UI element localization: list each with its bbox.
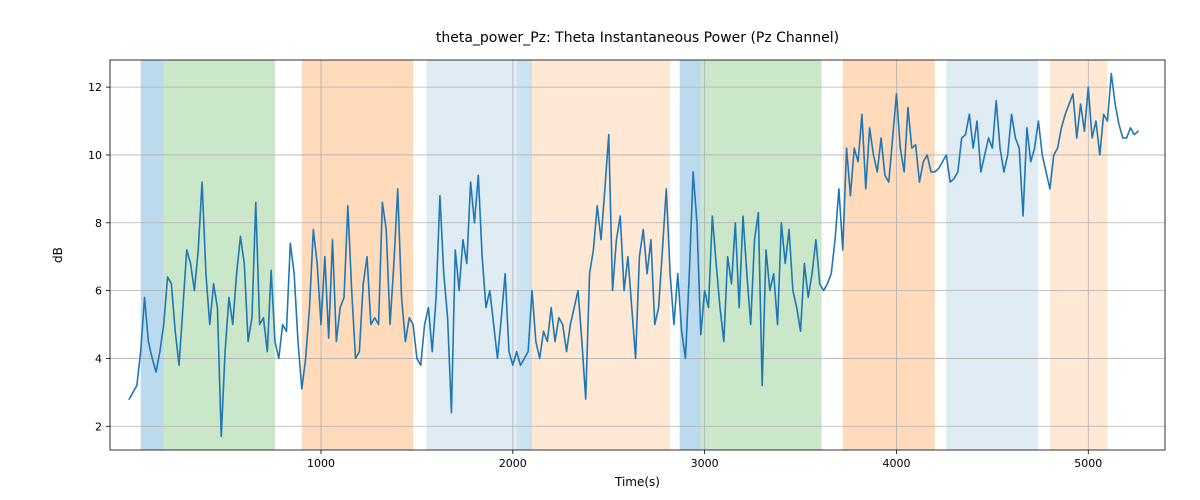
band	[302, 60, 413, 450]
y-tick-label: 6	[95, 285, 102, 298]
line-chart: 1000 2000 3000 4000 5000 2 4 6 8 10 12 theta_powe…	[0, 0, 1200, 500]
x-tick-label: 1000	[307, 457, 335, 470]
chart-title: theta_power_Pz: Theta Instantaneous Powe…	[436, 30, 839, 46]
x-axis-label: Time(s)	[614, 475, 660, 489]
band	[517, 60, 532, 450]
band	[843, 60, 935, 450]
band	[946, 60, 1038, 450]
y-ticks: 2 4 6 8 10 12	[88, 81, 110, 433]
x-tick-label: 4000	[882, 457, 910, 470]
y-tick-label: 2	[95, 420, 102, 433]
y-tick-label: 4	[95, 352, 102, 365]
band	[427, 60, 517, 450]
band	[141, 60, 164, 450]
y-tick-label: 10	[88, 149, 102, 162]
band	[701, 60, 822, 450]
x-ticks: 1000 2000 3000 4000 5000	[307, 450, 1102, 470]
x-tick-label: 2000	[499, 457, 527, 470]
y-tick-label: 12	[88, 81, 102, 94]
chart-container: 1000 2000 3000 4000 5000 2 4 6 8 10 12 theta_powe…	[0, 0, 1200, 500]
y-tick-label: 8	[95, 217, 102, 230]
x-tick-label: 3000	[691, 457, 719, 470]
y-axis-label: dB	[51, 247, 65, 263]
x-tick-label: 5000	[1074, 457, 1102, 470]
